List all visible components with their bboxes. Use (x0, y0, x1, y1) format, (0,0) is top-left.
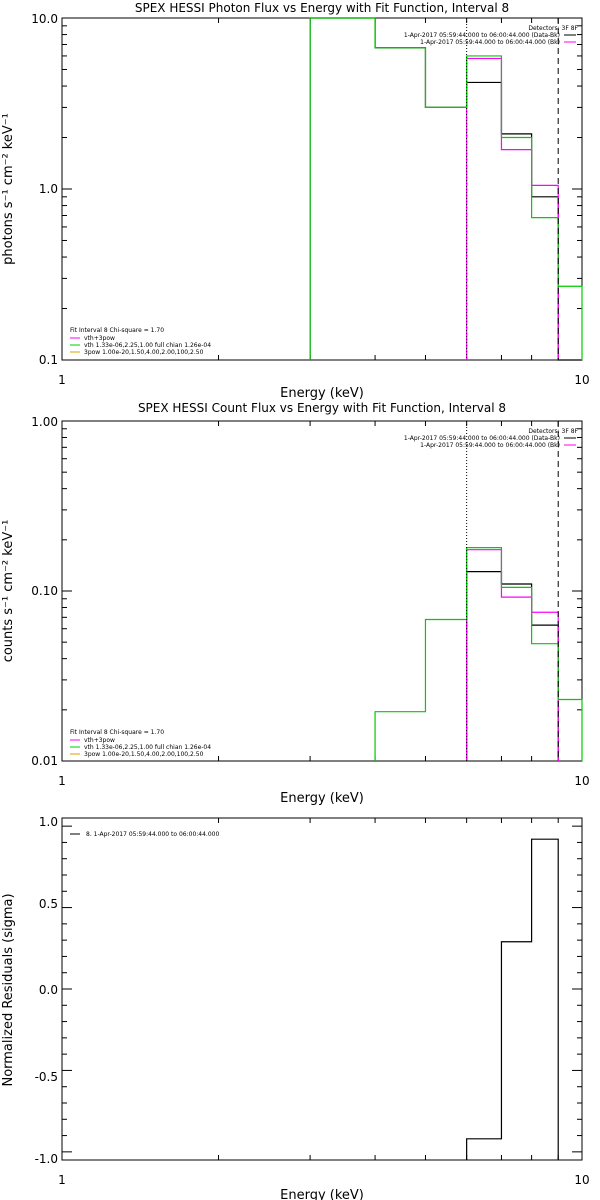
panel3-xtick-1: 1 (58, 1173, 66, 1187)
panel1-ylabel: photons s⁻¹ cm⁻² keV⁻¹ (1, 113, 16, 265)
panel1-series-1 (466, 57, 559, 360)
panel1-xtick-10: 10 (574, 373, 589, 387)
panel2-legend-vth: vth 1.33e-06,2.25,1.00 full chian 1.26e-… (84, 744, 211, 751)
panel2-xtick-10: 10 (574, 774, 589, 788)
panel3-ytick-3: 0.5 (39, 897, 58, 911)
panel2-ytick-1: 0.10 (31, 584, 58, 598)
panel2-marks (61, 421, 583, 762)
panel1-legend-vth: vth 1.33e-06,2.25,1.00 full chian 1.26e-… (84, 342, 211, 349)
panel3-ytick-2: 0.0 (39, 983, 58, 997)
panel3-plot-frame (61, 817, 583, 1161)
panel1-time-bk: 1-Apr-2017 05:59:44.000 to 06:00:44.000 … (420, 39, 560, 46)
panel3-ytick-0: -1.0 (35, 1152, 58, 1166)
panel1-series-0 (309, 17, 582, 361)
panel1-legend-fit: Fit Interval 8 Chi-square = 1.70 (70, 327, 164, 334)
count-flux-panel: SPEX HESSI Count Flux vs Energy with Fit… (1, 401, 590, 806)
panel2-detectors: Detectors: 3F 8F (528, 428, 578, 435)
residuals-panel: 1 10 Energy (keV) -1.0 -0.5 0.0 0.5 1.0 … (1, 815, 590, 1200)
panel2-ylabel: counts s⁻¹ cm⁻² keV⁻¹ (1, 520, 16, 663)
panel1-xlabel: Energy (keV) (280, 386, 364, 401)
panel2-series-0 (466, 571, 559, 761)
panel2-series-2 (374, 547, 583, 761)
panel1-time-data: 1-Apr-2017 05:59:44.000 to 06:00:44.000 … (404, 32, 560, 39)
panel1-marks (61, 17, 583, 361)
panel3-xlabel: Energy (keV) (280, 1188, 364, 1200)
panel2-time-data: 1-Apr-2017 05:59:44.000 to 06:00:44.000 … (404, 435, 560, 442)
panel1-ytick-1: 1.0 (39, 182, 58, 196)
panel1-plot-frame (61, 17, 583, 361)
panel3-marks (61, 818, 583, 1160)
panel1-series-2 (309, 17, 583, 360)
panel1-legend-model: vth+3pow (84, 335, 115, 342)
panel1-legend-pow: 3pow 1.00e-20,1.50,4.00,2.00,100,2.50 (84, 349, 204, 356)
panel3-series-0 (466, 838, 559, 1160)
panel3-ytick-1: -0.5 (35, 1070, 58, 1084)
panel3-xtick-10: 10 (574, 1173, 589, 1187)
panel2-legend-fit: Fit Interval 8 Chi-square = 1.70 (70, 729, 164, 736)
panel2-xlabel: Energy (keV) (280, 791, 364, 806)
panel1-xtick-1: 1 (58, 373, 66, 387)
panel2-ytick-0: 0.01 (31, 754, 58, 768)
panel3-ytick-4: 1.0 (39, 815, 58, 829)
panel2-legend-pow: 3pow 1.00e-20,1.50,4.00,2.00,100,2.50 (84, 751, 204, 758)
panel2-plot-frame (61, 420, 583, 762)
panel2-title: SPEX HESSI Count Flux vs Energy with Fit… (138, 401, 506, 415)
panel3-ylabel: Normalized Residuals (sigma) (1, 893, 16, 1086)
panel2-series-1 (466, 549, 559, 761)
panel2-legend-model: vth+3pow (84, 737, 115, 744)
panel1-detectors: Detectors: 3F 8F (528, 25, 578, 32)
panel2-xtick-1: 1 (58, 774, 66, 788)
panel2-time-bk: 1-Apr-2017 05:59:44.000 to 06:00:44.000 … (420, 442, 560, 449)
photon-flux-panel: SPEX HESSI Photon Flux vs Energy with Fi… (1, 1, 590, 401)
panel3-legend-text: 8. 1-Apr-2017 05:59:44.000 to 06:00:44.0… (86, 831, 219, 838)
panel2-ytick-2: 1.00 (31, 415, 58, 429)
panel1-ytick-2: 10.0 (31, 12, 58, 26)
panel1-title: SPEX HESSI Photon Flux vs Energy with Fi… (135, 1, 509, 15)
panel1-ytick-0: 0.1 (39, 353, 58, 367)
